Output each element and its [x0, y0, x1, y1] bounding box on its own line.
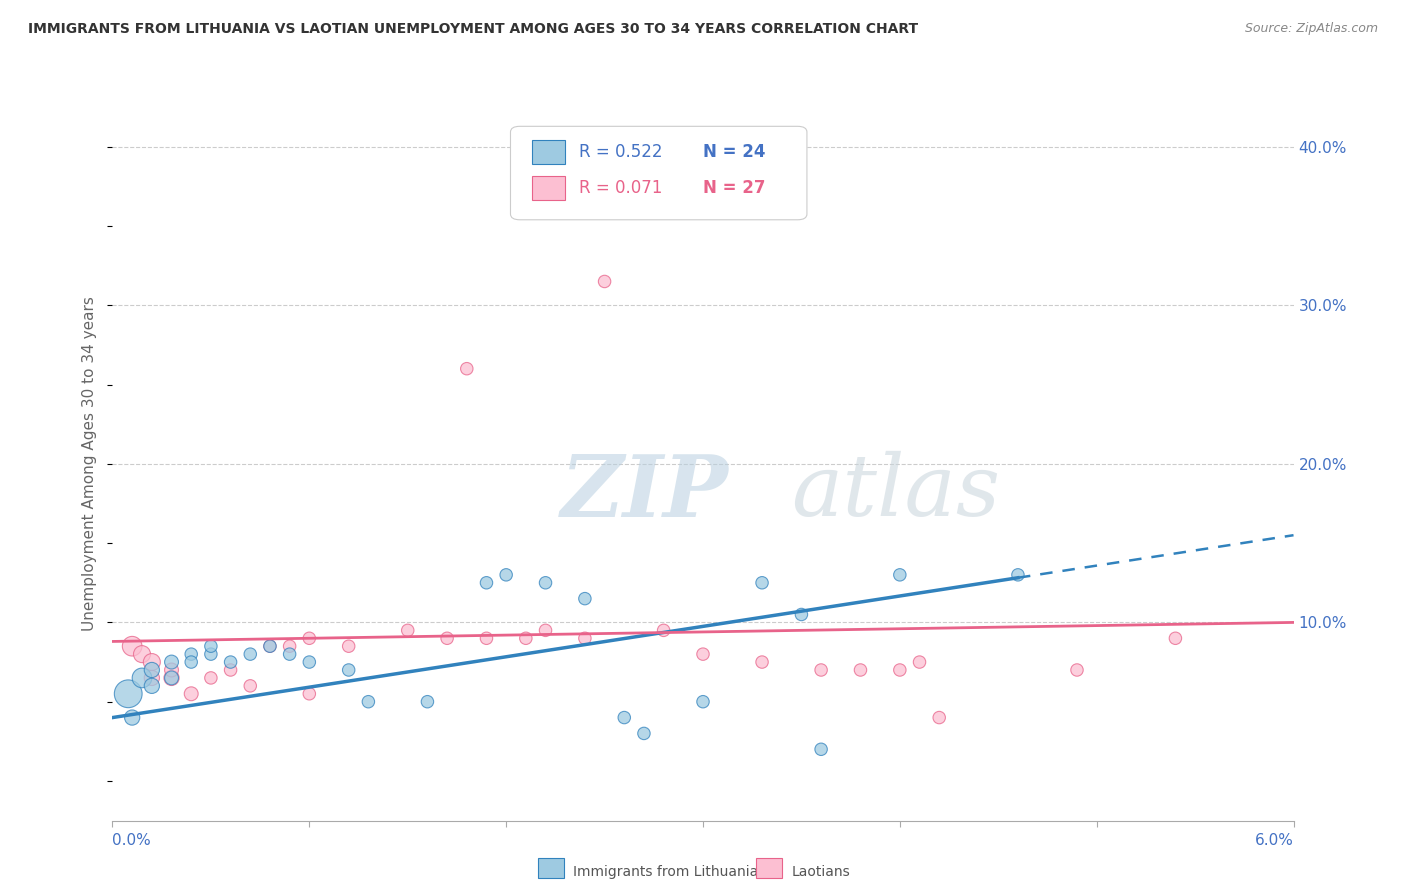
Point [692, 695, 714, 709]
Text: 0.0%: 0.0% [112, 833, 152, 848]
Y-axis label: Unemployment Among Ages 30 to 34 years: Unemployment Among Ages 30 to 34 years [82, 296, 97, 632]
Point [200, 647, 222, 661]
Point [278, 647, 301, 661]
Point [141, 671, 163, 685]
Point [495, 567, 517, 582]
Text: N = 27: N = 27 [703, 179, 765, 197]
Point [534, 575, 557, 590]
FancyBboxPatch shape [531, 176, 565, 200]
Point [160, 671, 183, 685]
Point [239, 647, 262, 661]
Point [790, 607, 813, 622]
Point [180, 655, 202, 669]
Text: Source: ZipAtlas.com: Source: ZipAtlas.com [1244, 22, 1378, 36]
Point [121, 710, 143, 724]
Point [574, 632, 596, 646]
Point [849, 663, 872, 677]
Point [180, 687, 202, 701]
Point [436, 632, 458, 646]
Point [121, 639, 143, 653]
Point [160, 671, 183, 685]
Point [928, 710, 950, 724]
Point [131, 647, 153, 661]
Point [1066, 663, 1088, 677]
Point [278, 639, 301, 653]
Point [219, 663, 242, 677]
Point [692, 647, 714, 661]
Point [259, 639, 281, 653]
Point [613, 710, 636, 724]
Point [160, 663, 183, 677]
Point [652, 624, 675, 638]
Point [810, 742, 832, 756]
Point [141, 679, 163, 693]
Text: Immigrants from Lithuania: Immigrants from Lithuania [574, 865, 758, 879]
Point [337, 663, 360, 677]
Point [633, 726, 655, 740]
Point [1007, 567, 1029, 582]
Point [751, 655, 773, 669]
Point [259, 639, 281, 653]
Point [141, 663, 163, 677]
Point [810, 663, 832, 677]
Point [239, 679, 262, 693]
Point [574, 591, 596, 606]
Point [751, 575, 773, 590]
Point [889, 663, 911, 677]
Point [219, 655, 242, 669]
Point [160, 655, 183, 669]
Point [141, 655, 163, 669]
Point [298, 687, 321, 701]
Point [889, 567, 911, 582]
FancyBboxPatch shape [537, 858, 564, 878]
Text: atlas: atlas [792, 451, 1001, 533]
Point [200, 639, 222, 653]
Point [298, 655, 321, 669]
Point [396, 624, 419, 638]
Point [475, 575, 498, 590]
Text: ZIP: ZIP [561, 450, 730, 534]
Point [180, 647, 202, 661]
Text: R = 0.071: R = 0.071 [579, 179, 662, 197]
Point [337, 639, 360, 653]
Text: Laotians: Laotians [792, 865, 851, 879]
Point [298, 632, 321, 646]
Point [593, 275, 616, 289]
Text: N = 24: N = 24 [703, 144, 765, 161]
Point [416, 695, 439, 709]
FancyBboxPatch shape [756, 858, 782, 878]
Text: 6.0%: 6.0% [1254, 833, 1294, 848]
FancyBboxPatch shape [510, 127, 807, 219]
Text: R = 0.522: R = 0.522 [579, 144, 662, 161]
Point [117, 687, 139, 701]
FancyBboxPatch shape [531, 140, 565, 164]
Point [200, 671, 222, 685]
Point [1164, 632, 1187, 646]
Text: IMMIGRANTS FROM LITHUANIA VS LAOTIAN UNEMPLOYMENT AMONG AGES 30 TO 34 YEARS CORR: IMMIGRANTS FROM LITHUANIA VS LAOTIAN UNE… [28, 22, 918, 37]
Point [515, 632, 537, 646]
Point [357, 695, 380, 709]
Point [908, 655, 931, 669]
Point [131, 671, 153, 685]
Point [456, 361, 478, 376]
Point [534, 624, 557, 638]
Point [475, 632, 498, 646]
